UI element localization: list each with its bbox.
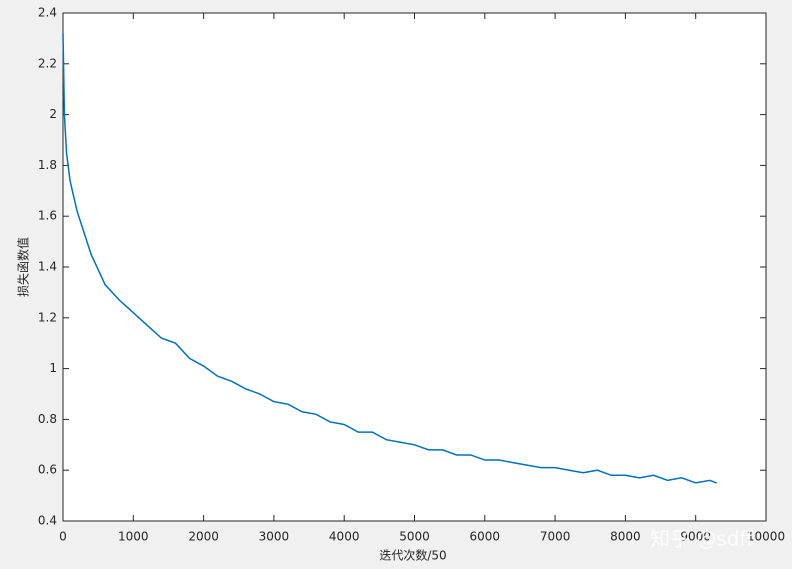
y-tick-label: 2.4 [38,6,57,20]
x-tick-label: 7000 [540,530,571,544]
y-tick-label: 0.6 [38,463,57,477]
y-tick-label: 1.2 [38,310,57,324]
y-tick-label: 1 [49,361,57,375]
plot-area [62,12,767,522]
y-tick-label: 2 [49,107,57,121]
x-tick-label: 5000 [399,530,430,544]
x-tick-label: 1000 [118,530,149,544]
watermark: 知乎 @sdff [650,527,754,551]
y-tick-label: 1.6 [38,209,57,223]
x-tick-label: 3000 [259,530,290,544]
y-tick-label: 0.8 [38,412,57,426]
y-tick-label: 1.8 [38,158,57,172]
x-axis-label: 迭代次数/50 [379,548,446,563]
y-axis-label: 损失函数值 [16,237,31,297]
y-tick-label: 0.4 [38,514,57,528]
line [62,33,718,484]
y-tick-label: 2.2 [38,56,57,70]
y-tick-label: 1.4 [38,260,57,274]
x-tick-label: 0 [59,530,67,544]
x-tick-label: 2000 [188,530,219,544]
x-tick-label: 8000 [610,530,641,544]
x-tick-label: 10000 [747,530,785,544]
x-tick-label: 4000 [329,530,360,544]
x-tick-label: 9000 [680,530,711,544]
x-tick-label: 6000 [470,530,501,544]
